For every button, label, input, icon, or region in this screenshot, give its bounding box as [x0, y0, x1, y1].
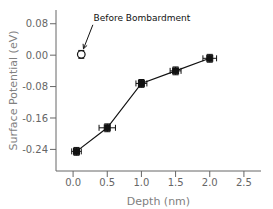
- svg-text:0.08: 0.08: [26, 18, 48, 29]
- svg-text:1.5: 1.5: [168, 177, 184, 188]
- svg-text:0.0: 0.0: [65, 177, 81, 188]
- svg-text:-0.24: -0.24: [22, 144, 48, 155]
- svg-text:2.5: 2.5: [236, 177, 252, 188]
- svg-text:Surface Potential (eV): Surface Potential (eV): [8, 31, 20, 151]
- svg-text:0.5: 0.5: [99, 177, 115, 188]
- svg-text:2.0: 2.0: [202, 177, 218, 188]
- svg-text:0.00: 0.00: [26, 50, 48, 61]
- svg-text:-0.16: -0.16: [22, 113, 48, 124]
- svg-text:1.0: 1.0: [133, 177, 149, 188]
- svg-text:-0.08: -0.08: [22, 81, 48, 92]
- svg-text:Before Bombardment: Before Bombardment: [94, 13, 191, 23]
- svg-text:Depth (nm): Depth (nm): [127, 195, 190, 208]
